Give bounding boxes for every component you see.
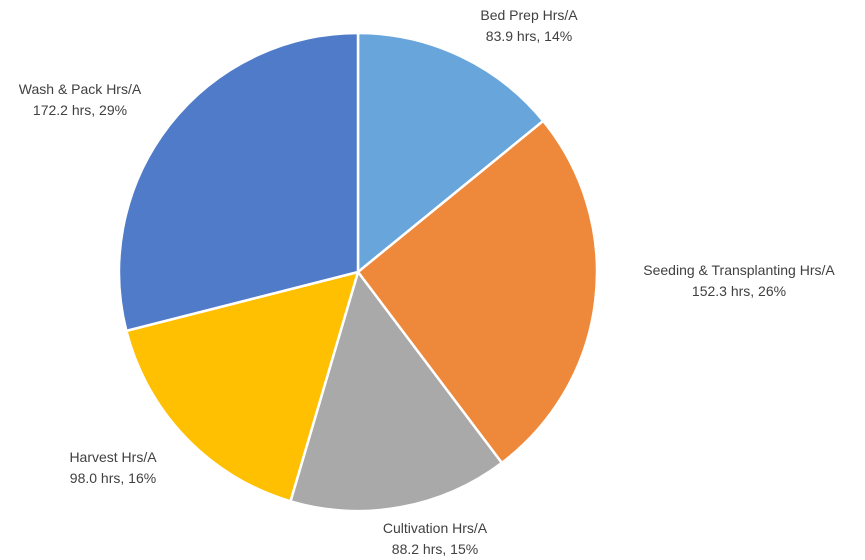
- label-cultivation-value: 88.2 hrs, 15%: [392, 541, 478, 557]
- pie-slice-harvest-hrs-a: [124, 270, 360, 503]
- label-wash-pack-value: 172.2 hrs, 29%: [33, 102, 127, 118]
- label-seeding-transplanting-value: 152.3 hrs, 26%: [692, 283, 786, 299]
- label-seeding-transplanting-name: Seeding & Transplanting Hrs/A: [643, 262, 835, 278]
- label-seeding-transplanting: Seeding & Transplanting Hrs/A 152.3 hrs,…: [643, 262, 835, 299]
- label-harvest-value: 98.0 hrs, 16%: [70, 470, 156, 486]
- label-wash-pack: Wash & Pack Hrs/A 172.2 hrs, 29%: [19, 81, 142, 118]
- label-wash-pack-name: Wash & Pack Hrs/A: [19, 81, 142, 97]
- label-harvest-name: Harvest Hrs/A: [69, 449, 157, 465]
- pie-slice-cultivation-hrs-a: [288, 269, 504, 513]
- label-bed-prep-value: 83.9 hrs, 14%: [486, 28, 572, 44]
- pie-slice-wash-and-pack-hrs-a: [117, 31, 360, 333]
- pie-slice-bed-prep-hrs-a: [356, 31, 545, 275]
- pie-slices: [117, 31, 599, 513]
- label-bed-prep: Bed Prep Hrs/A 83.9 hrs, 14%: [480, 7, 578, 44]
- label-cultivation-name: Cultivation Hrs/A: [383, 520, 488, 536]
- pie-slice-seeding-and-transplanting-hrs-a: [356, 119, 599, 465]
- label-cultivation: Cultivation Hrs/A 88.2 hrs, 15%: [383, 520, 488, 557]
- label-harvest: Harvest Hrs/A 98.0 hrs, 16%: [69, 449, 157, 486]
- label-bed-prep-name: Bed Prep Hrs/A: [480, 7, 578, 23]
